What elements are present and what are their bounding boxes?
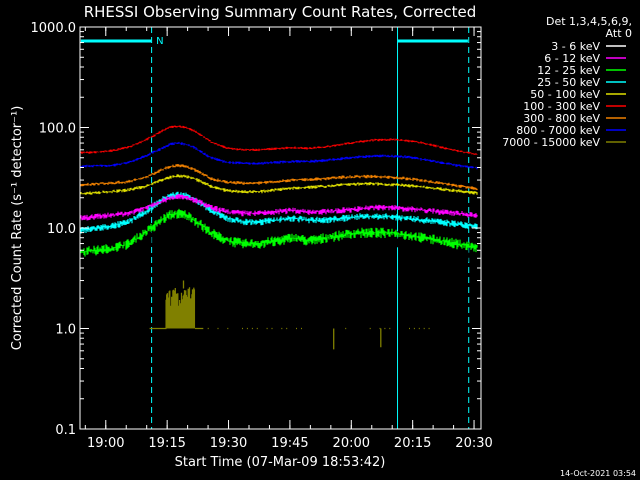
y-tick-label: 10.0 bbox=[47, 222, 76, 237]
y-tick-label: 100.0 bbox=[39, 122, 76, 137]
series-trace-100-300keV bbox=[80, 125, 478, 155]
legend-label: 6 - 12 keV bbox=[544, 52, 600, 65]
x-tick-label: 20:15 bbox=[394, 436, 431, 451]
x-tick-label: 19:00 bbox=[87, 436, 124, 451]
y-axis-label: Corrected Count Rate (s⁻¹ detector⁻¹) bbox=[10, 106, 25, 351]
series-trace-3-6keV bbox=[80, 212, 478, 268]
series-trace-300-800keV bbox=[80, 164, 478, 191]
y-tick-label: 1.0 bbox=[55, 323, 76, 338]
legend-header-attenuator: Att 0 bbox=[606, 27, 632, 40]
plot-frame bbox=[79, 26, 482, 430]
legend-header-detectors: Det 1,3,4,5,6,9, bbox=[546, 15, 632, 28]
x-tick-label: 20:00 bbox=[333, 436, 370, 451]
series-trace-25-50keV bbox=[80, 191, 478, 234]
series-trace-50-100keV bbox=[80, 174, 478, 195]
legend-label: 100 - 300 keV bbox=[523, 100, 600, 113]
x-tick-label: 19:15 bbox=[148, 436, 185, 451]
series-trace-6-12keV bbox=[80, 194, 478, 221]
legend-label: 3 - 6 keV bbox=[551, 40, 600, 53]
y-tick-label: 1000.0 bbox=[31, 21, 77, 36]
x-tick-label: 19:45 bbox=[271, 436, 308, 451]
x-tick-label: 20:30 bbox=[455, 436, 492, 451]
x-axis-label: Start Time (07-Mar-09 18:53:42) bbox=[175, 455, 386, 470]
legend-label: 12 - 25 keV bbox=[537, 64, 600, 77]
x-tick-label: 19:30 bbox=[210, 436, 247, 451]
legend-label: 50 - 100 keV bbox=[530, 88, 600, 101]
saa-flag-label: N bbox=[156, 36, 163, 47]
legend-label: 300 - 800 keV bbox=[523, 112, 600, 125]
chart-title: RHESSI Observing Summary Count Rates, Co… bbox=[84, 3, 477, 21]
legend-label: 25 - 50 keV bbox=[537, 76, 600, 89]
legend-label: 7000 - 15000 keV bbox=[502, 136, 600, 149]
generated-timestamp: 14-Oct-2021 03:54 bbox=[560, 469, 636, 478]
series-trace-800-7000keV bbox=[80, 141, 478, 170]
series-trace-12-25keV bbox=[80, 208, 478, 257]
y-tick-label: 0.1 bbox=[55, 423, 76, 438]
axes: 0.1 1.0 10.0 100.0 1000.0 19:00 19:15 19:30 19:4… bbox=[31, 21, 493, 451]
series-group: N bbox=[79, 27, 478, 429]
legend-label: 800 - 7000 keV bbox=[516, 124, 600, 137]
series-trace-7000-15000-kev bbox=[149, 280, 430, 350]
